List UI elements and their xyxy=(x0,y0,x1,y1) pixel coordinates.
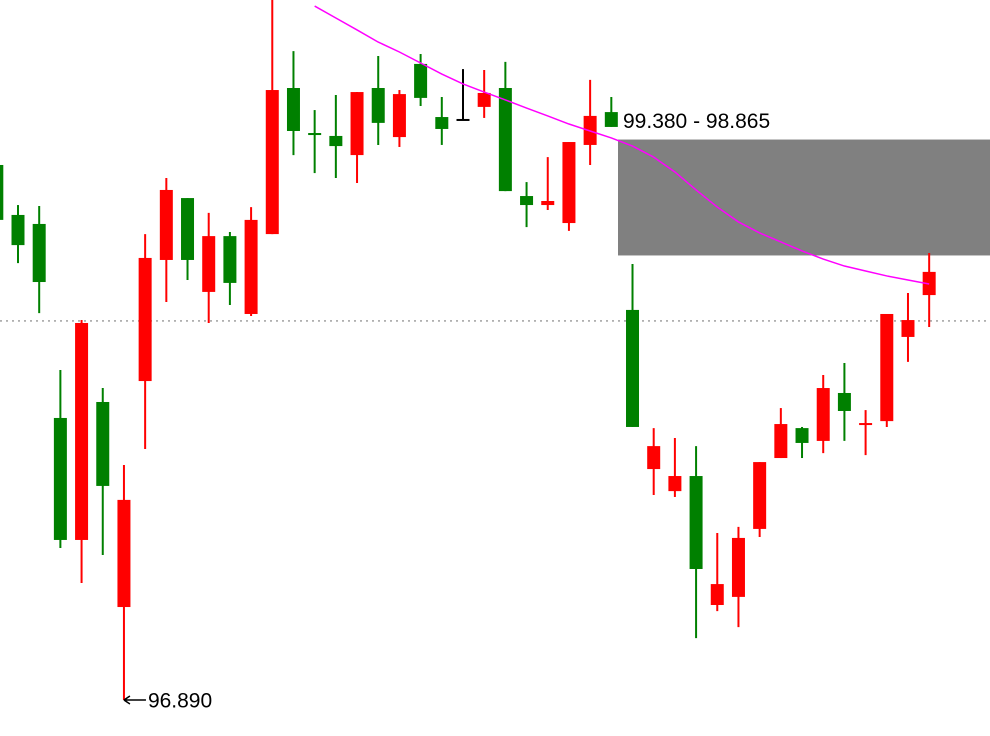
candle-body xyxy=(477,92,491,107)
candle-body xyxy=(159,189,173,260)
candle-body xyxy=(75,322,89,540)
candle-body xyxy=(32,223,46,283)
candle-body xyxy=(880,313,894,422)
candle-body xyxy=(562,142,576,224)
candle-body xyxy=(795,428,809,443)
candle-body xyxy=(53,417,67,540)
candle-body xyxy=(414,63,428,98)
candle-body xyxy=(350,92,364,156)
candle-body xyxy=(753,462,767,529)
candle-body xyxy=(498,88,512,192)
candle-body xyxy=(435,117,449,129)
candle-body xyxy=(0,164,4,220)
candle-body xyxy=(520,196,534,206)
candle-body xyxy=(837,392,851,411)
candle-body xyxy=(626,309,640,427)
candle-body xyxy=(371,88,385,123)
candle-body xyxy=(223,236,237,283)
candle-body xyxy=(541,200,555,206)
candle-body xyxy=(11,214,25,246)
candle-body xyxy=(286,88,300,131)
candle-body xyxy=(647,446,661,470)
zone-label: 99.380 - 98.865 xyxy=(623,110,770,133)
candle-body xyxy=(117,499,131,608)
candle-body xyxy=(202,236,216,292)
candle-body xyxy=(774,424,788,459)
candle-body xyxy=(265,90,279,235)
candle-body xyxy=(604,112,618,127)
candle-body xyxy=(138,257,152,382)
candle-body xyxy=(731,537,745,597)
candle-body xyxy=(668,476,682,492)
candle-body xyxy=(689,476,703,569)
candle-body xyxy=(308,133,322,136)
candle-body xyxy=(816,388,830,441)
low-arrow xyxy=(123,695,146,705)
candle-body xyxy=(901,320,915,337)
low-label: 96.890 xyxy=(148,690,212,713)
candle-body xyxy=(244,219,258,314)
candle-body xyxy=(329,135,343,147)
candle-body xyxy=(392,94,406,138)
candle-body xyxy=(710,584,724,606)
candle-body xyxy=(96,401,110,486)
zone xyxy=(618,139,990,256)
moving-average-line xyxy=(314,5,930,285)
candle-body xyxy=(181,198,195,260)
